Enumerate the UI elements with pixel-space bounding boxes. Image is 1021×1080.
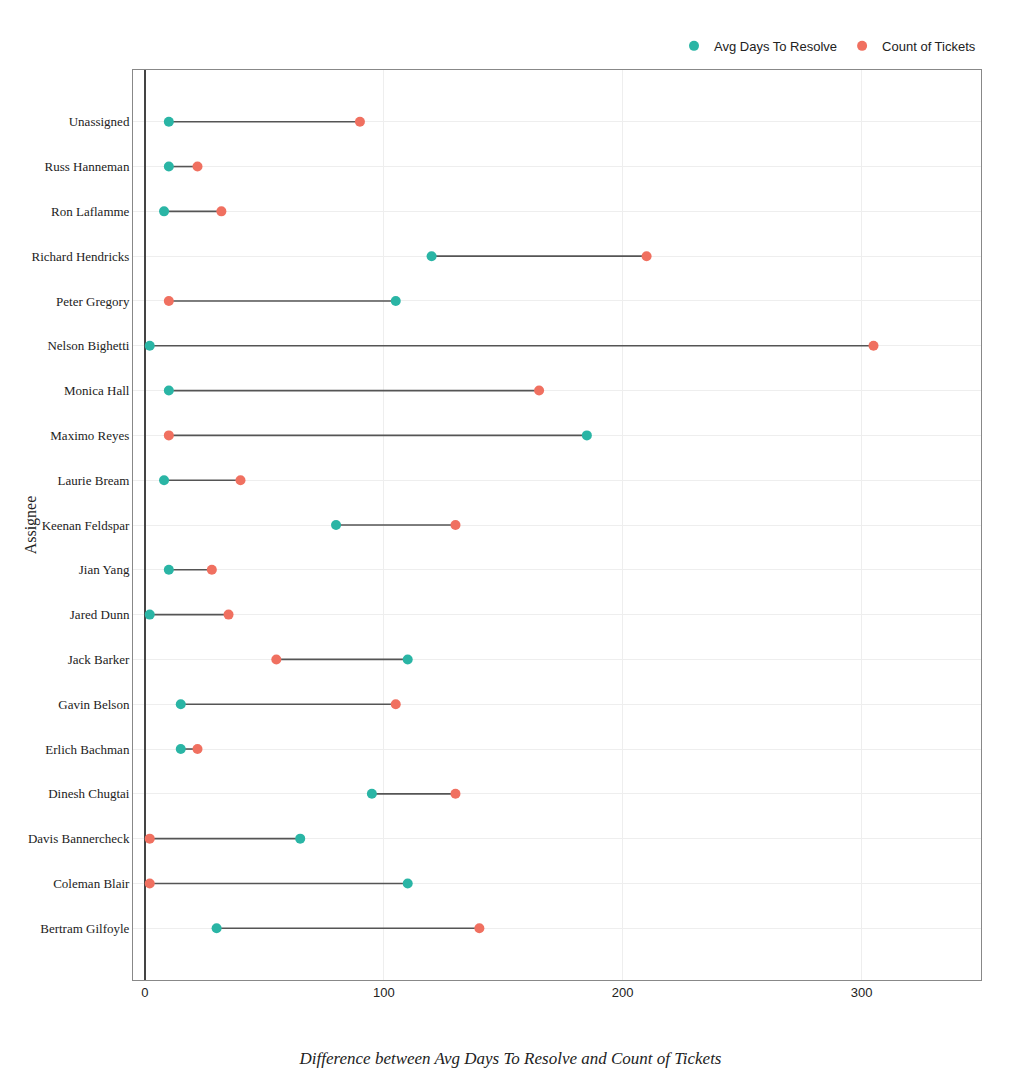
svg-text:Difference between Avg Days To: Difference between Avg Days To Resolve a… [299, 1049, 722, 1068]
svg-text:Peter Gregory: Peter Gregory [56, 294, 130, 309]
svg-text:Nelson Bighetti: Nelson Bighetti [47, 338, 129, 353]
svg-text:Jared Dunn: Jared Dunn [70, 607, 130, 622]
svg-text:Russ Hanneman: Russ Hanneman [45, 159, 130, 174]
svg-text:Unassigned: Unassigned [69, 114, 130, 129]
svg-text:Dinesh Chugtai: Dinesh Chugtai [48, 786, 130, 801]
svg-text:0: 0 [141, 985, 148, 1000]
svg-text:100: 100 [373, 985, 395, 1000]
svg-text:300: 300 [851, 985, 873, 1000]
svg-text:Jack Barker: Jack Barker [68, 652, 130, 667]
svg-text:200: 200 [612, 985, 634, 1000]
svg-text:Maximo Reyes: Maximo Reyes [50, 428, 129, 443]
svg-text:Keenan Feldspar: Keenan Feldspar [42, 518, 130, 533]
svg-text:Coleman Blair: Coleman Blair [53, 876, 130, 891]
svg-text:Davis Bannercheck: Davis Bannercheck [28, 831, 130, 846]
svg-text:Richard Hendricks: Richard Hendricks [32, 249, 130, 264]
svg-text:Bertram Gilfoyle: Bertram Gilfoyle [40, 921, 129, 936]
svg-text:Monica Hall: Monica Hall [64, 383, 130, 398]
svg-text:Avg Days To Resolve: Avg Days To Resolve [714, 39, 837, 54]
svg-text:Assignee: Assignee [22, 496, 40, 555]
svg-text:Laurie Bream: Laurie Bream [58, 473, 130, 488]
svg-text:Erlich Bachman: Erlich Bachman [45, 742, 130, 757]
svg-text:Jian Yang: Jian Yang [79, 562, 130, 577]
svg-text:Count of Tickets: Count of Tickets [882, 39, 976, 54]
svg-text:Ron Laflamme: Ron Laflamme [51, 204, 130, 219]
svg-text:Gavin Belson: Gavin Belson [58, 697, 130, 712]
